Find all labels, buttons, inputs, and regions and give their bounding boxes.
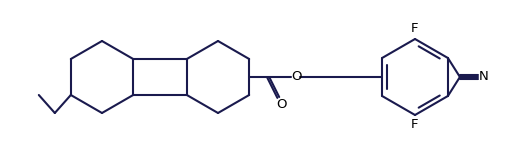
Text: F: F xyxy=(411,119,419,131)
Text: F: F xyxy=(411,22,419,35)
Text: O: O xyxy=(291,71,302,84)
Text: O: O xyxy=(276,98,286,111)
Text: N: N xyxy=(479,71,489,84)
